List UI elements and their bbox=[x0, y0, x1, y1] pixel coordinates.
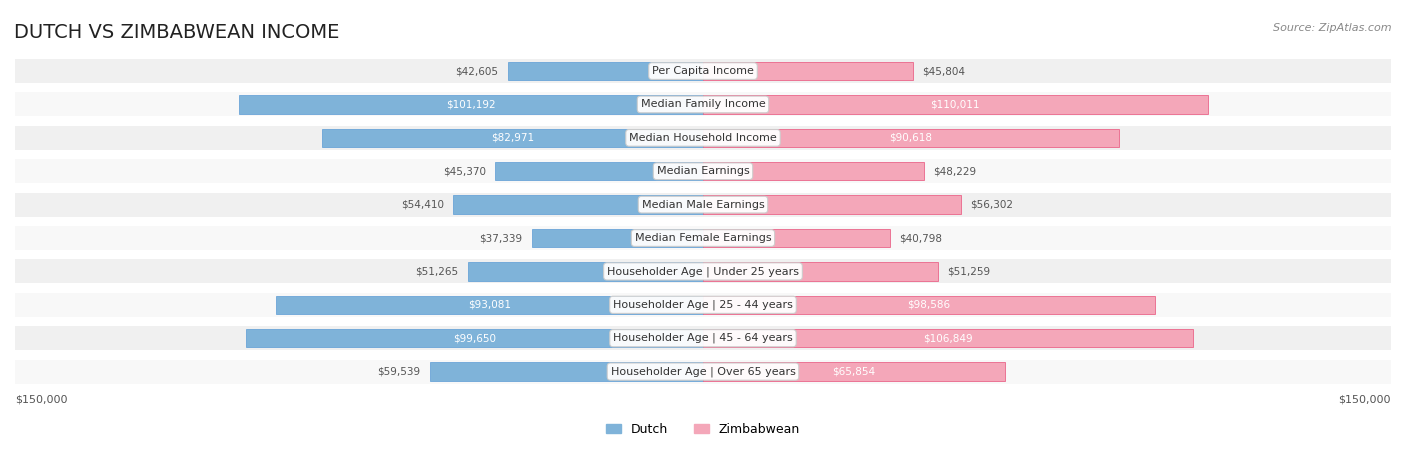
Bar bbox=[495, 162, 703, 180]
Text: $150,000: $150,000 bbox=[1339, 395, 1391, 405]
Text: Per Capita Income: Per Capita Income bbox=[652, 66, 754, 76]
Text: $40,798: $40,798 bbox=[900, 233, 942, 243]
Text: $98,586: $98,586 bbox=[907, 300, 950, 310]
Bar bbox=[15, 259, 1391, 283]
Text: Source: ZipAtlas.com: Source: ZipAtlas.com bbox=[1274, 23, 1392, 33]
Bar bbox=[703, 296, 1156, 314]
Bar bbox=[15, 293, 1391, 317]
Bar bbox=[703, 229, 890, 247]
Text: $82,971: $82,971 bbox=[491, 133, 534, 143]
Text: $42,605: $42,605 bbox=[456, 66, 498, 76]
Bar bbox=[15, 59, 1391, 83]
Bar bbox=[703, 62, 912, 80]
Text: $56,302: $56,302 bbox=[970, 199, 1014, 210]
Bar bbox=[239, 95, 703, 113]
Text: $93,081: $93,081 bbox=[468, 300, 510, 310]
Bar bbox=[703, 162, 924, 180]
Text: $45,804: $45,804 bbox=[922, 66, 966, 76]
Text: Householder Age | Under 25 years: Householder Age | Under 25 years bbox=[607, 266, 799, 276]
Text: $99,650: $99,650 bbox=[453, 333, 496, 343]
Text: $90,618: $90,618 bbox=[890, 133, 932, 143]
Bar bbox=[430, 362, 703, 381]
Bar bbox=[15, 326, 1391, 350]
Text: Householder Age | 45 - 64 years: Householder Age | 45 - 64 years bbox=[613, 333, 793, 343]
Bar bbox=[703, 95, 1208, 113]
Bar bbox=[15, 192, 1391, 217]
Text: $45,370: $45,370 bbox=[443, 166, 485, 176]
Text: $59,539: $59,539 bbox=[378, 367, 420, 376]
Bar bbox=[15, 126, 1391, 150]
Bar bbox=[703, 362, 1005, 381]
Text: $54,410: $54,410 bbox=[401, 199, 444, 210]
Bar bbox=[703, 129, 1119, 147]
Bar bbox=[454, 196, 703, 214]
Bar bbox=[703, 196, 962, 214]
Bar bbox=[703, 329, 1194, 347]
Text: Householder Age | Over 65 years: Householder Age | Over 65 years bbox=[610, 366, 796, 377]
Bar bbox=[15, 360, 1391, 383]
Bar bbox=[246, 329, 703, 347]
Text: Median Household Income: Median Household Income bbox=[628, 133, 778, 143]
Bar bbox=[15, 92, 1391, 116]
Text: $51,259: $51,259 bbox=[948, 266, 990, 276]
Bar bbox=[276, 296, 703, 314]
Text: $110,011: $110,011 bbox=[931, 99, 980, 109]
Text: $48,229: $48,229 bbox=[934, 166, 977, 176]
Text: $65,854: $65,854 bbox=[832, 367, 876, 376]
Bar bbox=[703, 262, 938, 281]
Legend: Dutch, Zimbabwean: Dutch, Zimbabwean bbox=[602, 418, 804, 441]
Text: $37,339: $37,339 bbox=[479, 233, 523, 243]
Text: $101,192: $101,192 bbox=[446, 99, 496, 109]
Text: $150,000: $150,000 bbox=[15, 395, 67, 405]
Bar bbox=[468, 262, 703, 281]
Text: Median Female Earnings: Median Female Earnings bbox=[634, 233, 772, 243]
Text: Householder Age | 25 - 44 years: Householder Age | 25 - 44 years bbox=[613, 299, 793, 310]
Text: $51,265: $51,265 bbox=[416, 266, 458, 276]
Bar bbox=[508, 62, 703, 80]
Bar bbox=[15, 159, 1391, 183]
Text: DUTCH VS ZIMBABWEAN INCOME: DUTCH VS ZIMBABWEAN INCOME bbox=[14, 23, 339, 42]
Bar bbox=[322, 129, 703, 147]
Text: Median Male Earnings: Median Male Earnings bbox=[641, 199, 765, 210]
Bar bbox=[15, 226, 1391, 250]
Bar bbox=[531, 229, 703, 247]
Text: $106,849: $106,849 bbox=[924, 333, 973, 343]
Text: Median Earnings: Median Earnings bbox=[657, 166, 749, 176]
Text: Median Family Income: Median Family Income bbox=[641, 99, 765, 109]
